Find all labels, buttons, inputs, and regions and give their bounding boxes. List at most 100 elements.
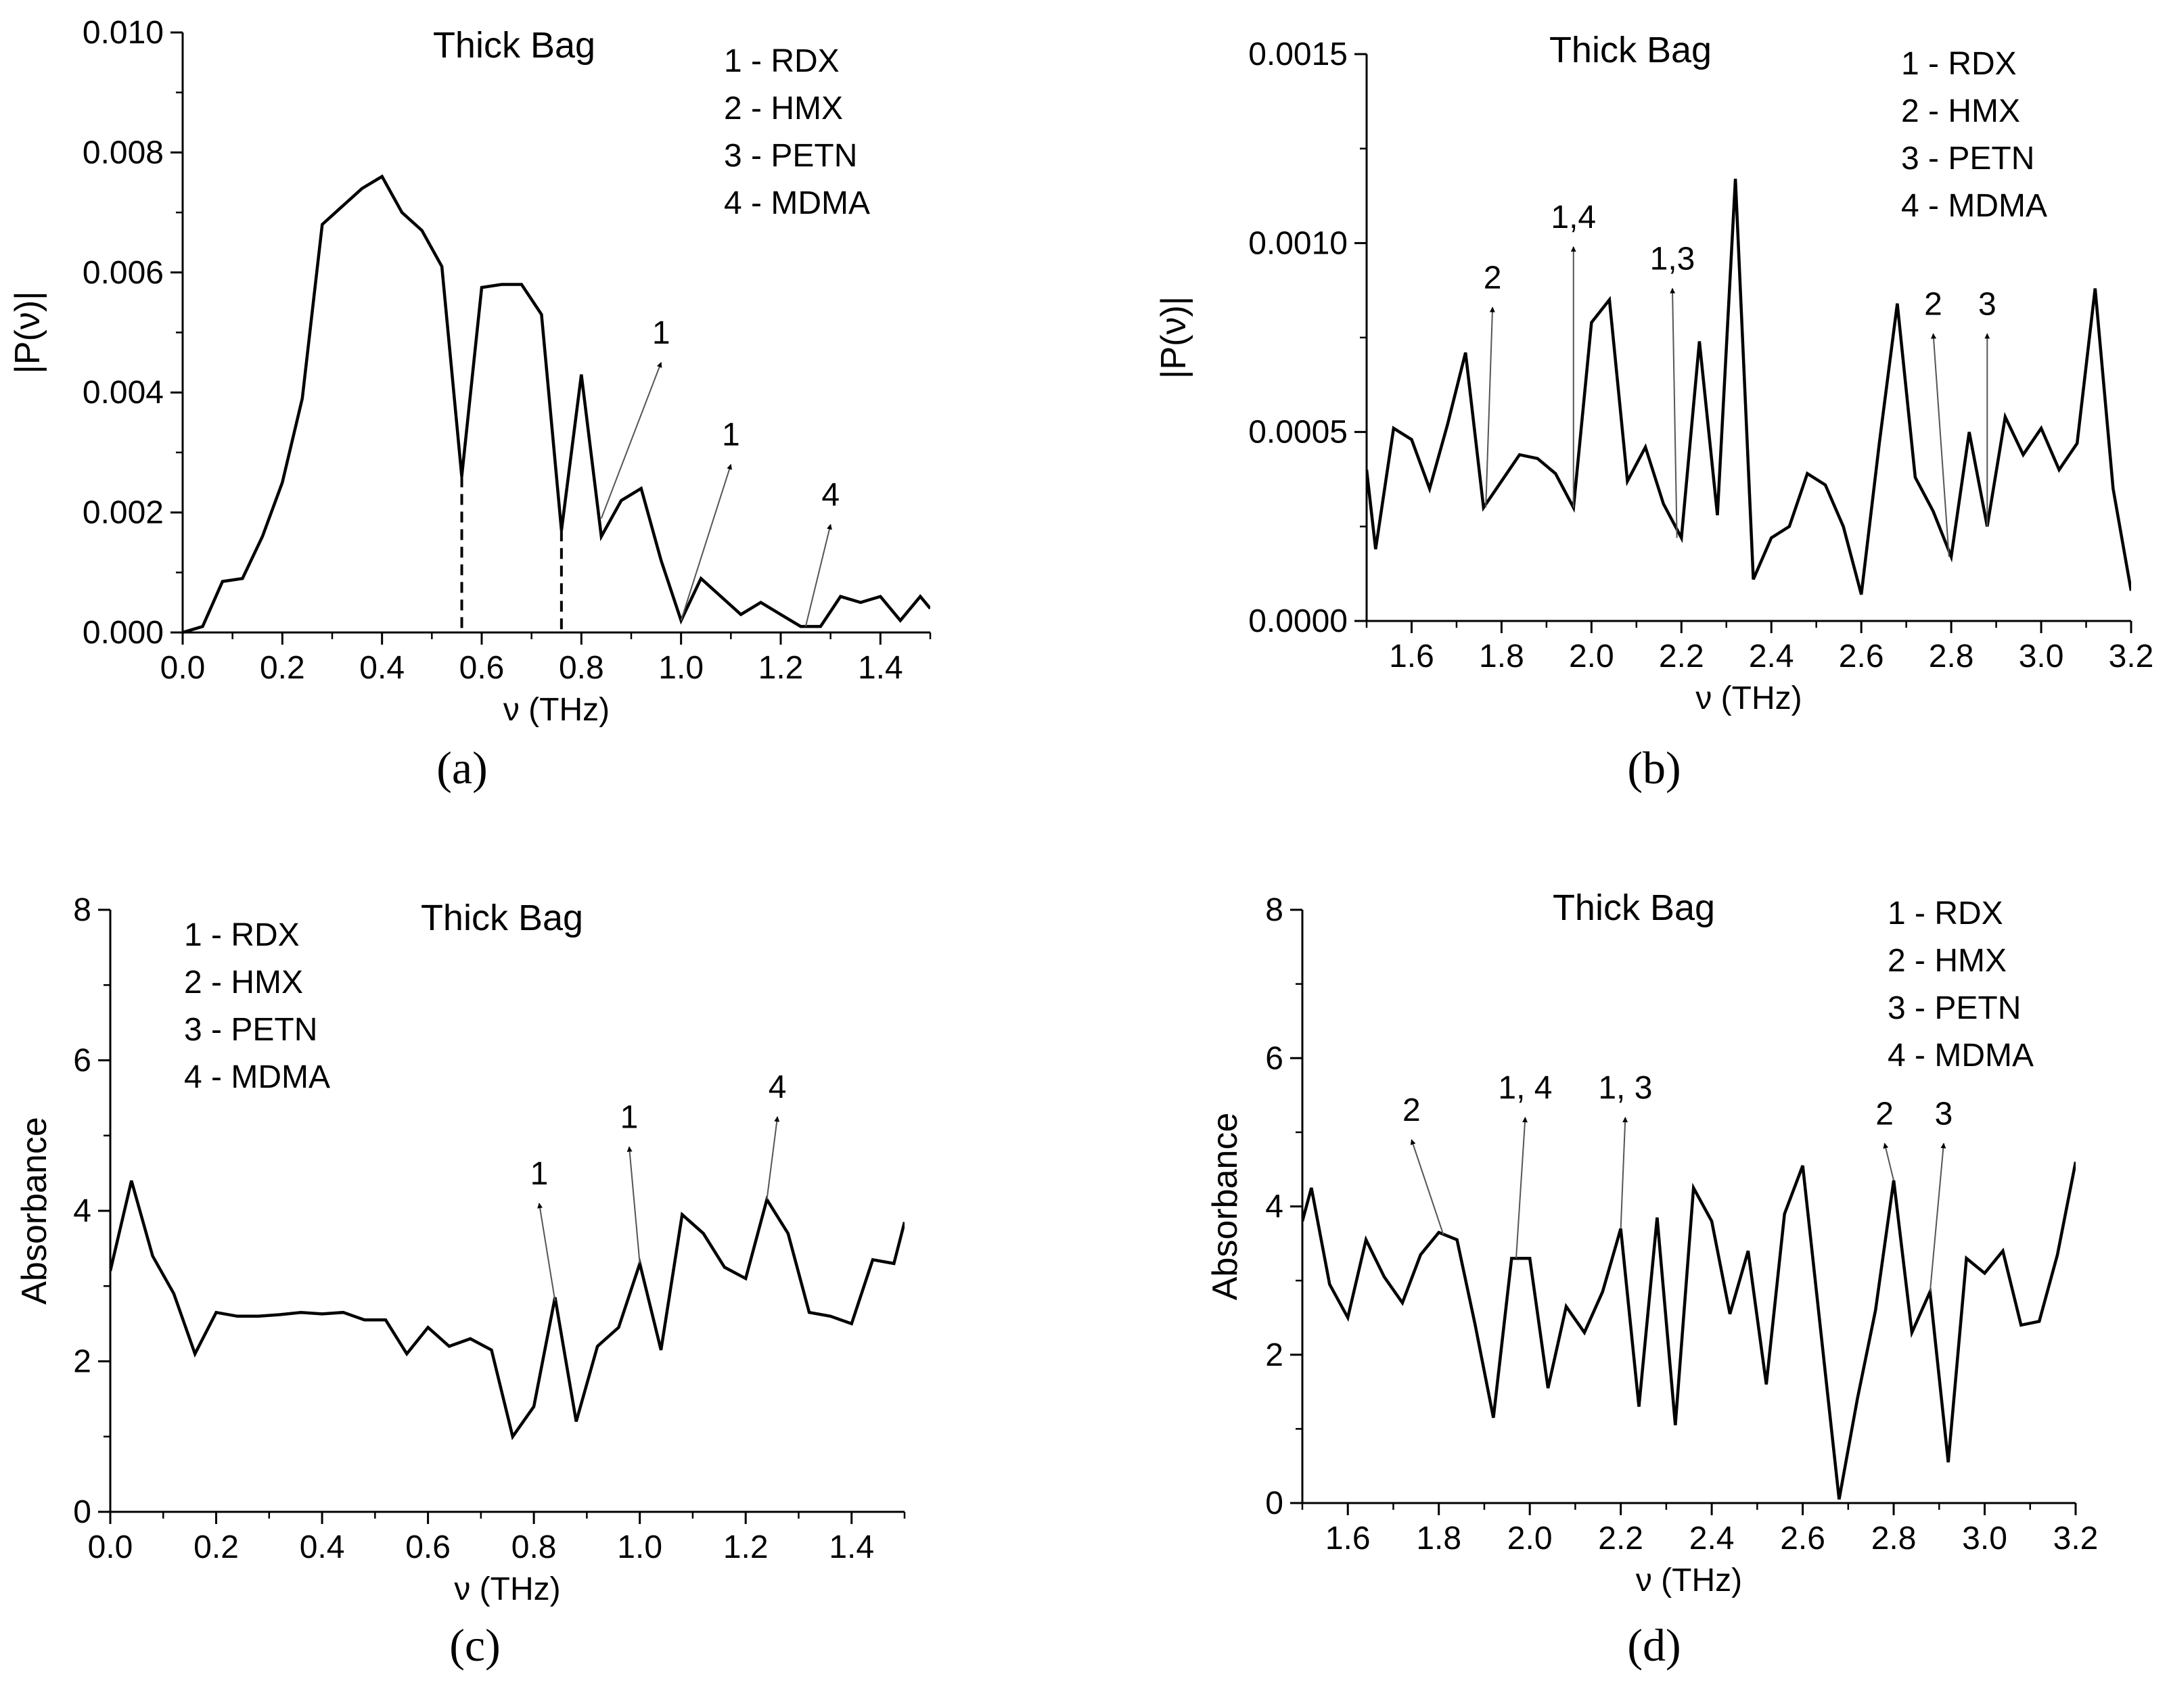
y-axis-label: Absorbance xyxy=(15,1117,54,1305)
x-axis-label: ν (THz) xyxy=(1695,680,1802,716)
annotation-arrow xyxy=(1485,306,1495,508)
x-tick-label: 0.4 xyxy=(359,650,405,686)
x-tick-label: 2.4 xyxy=(1689,1521,1735,1556)
legend-entry: 1 - RDX xyxy=(1901,46,2017,82)
y-tick-label: 4 xyxy=(73,1193,91,1229)
legend-entry: 3 - PETN xyxy=(724,138,857,174)
legend-entry: 1 - RDX xyxy=(724,43,840,79)
annotation-arrow xyxy=(766,1116,780,1200)
annotation-arrow xyxy=(626,1146,641,1264)
annotation-label: 2 xyxy=(1484,260,1502,296)
x-tick-label: 3.0 xyxy=(1962,1521,2007,1556)
x-tick-label: 1.6 xyxy=(1325,1521,1371,1556)
x-axis-label: ν (THz) xyxy=(503,692,610,728)
x-axis-label: ν (THz) xyxy=(454,1571,560,1607)
chart-title: Thick Bag xyxy=(1553,887,1715,928)
y-axis-label: Absorbance xyxy=(1206,1113,1245,1301)
y-tick-label: 2 xyxy=(1265,1337,1283,1373)
panel-caption: (d) xyxy=(1627,1619,1681,1671)
legend-entry: 2 - HMX xyxy=(1901,93,2020,129)
annotation-label: 2 xyxy=(1875,1096,1894,1132)
y-tick-label: 0.0005 xyxy=(1248,415,1348,451)
x-tick-label: 0.8 xyxy=(511,1529,557,1565)
legend-entry: 3 - PETN xyxy=(184,1012,317,1048)
legend-entry: 4 - MDMA xyxy=(184,1059,330,1095)
series-line xyxy=(1367,179,2131,595)
y-axis-label: |P(ν)| xyxy=(1154,296,1193,379)
annotation-arrow xyxy=(1929,1142,1946,1292)
x-tick-label: 2.0 xyxy=(1507,1521,1553,1556)
chart-panel-b: 0.0000 0.0005 0.0010 0.0015 1.6 1.8 2.0 2.2 2.4 2… xyxy=(1154,30,2153,793)
x-tick-label: 3.2 xyxy=(2109,639,2154,674)
x-tick-label: 2.8 xyxy=(1871,1521,1917,1556)
annotation-label: 3 xyxy=(1935,1096,1953,1132)
panel-caption: (a) xyxy=(436,742,487,793)
y-tick-label: 0.004 xyxy=(83,375,164,411)
y-tick-label: 0.008 xyxy=(83,135,164,170)
y-tick-label: 0.000 xyxy=(83,615,164,651)
annotation-arrow xyxy=(1410,1139,1444,1235)
annotation-label: 2 xyxy=(1924,286,1942,322)
annotation-label: 1, 4 xyxy=(1498,1070,1552,1106)
chart-panel-d: 0 2 4 6 8 1.6 1.8 2.0 2.2 2.4 2.6 2.8 3.0 3.2 ν (THz) A… xyxy=(1206,887,2098,1671)
x-tick-label: 1.8 xyxy=(1416,1521,1461,1556)
legend-entry: 4 - MDMA xyxy=(1901,188,2047,224)
y-tick-label: 0.010 xyxy=(83,15,164,51)
x-tick-label: 2.2 xyxy=(1659,639,1704,674)
annotation-label: 1,3 xyxy=(1650,241,1695,277)
x-tick-label: 1.0 xyxy=(617,1529,662,1565)
legend-entry: 2 - HMX xyxy=(724,91,843,126)
x-tick-label: 0.8 xyxy=(559,650,604,686)
legend-entry: 1 - RDX xyxy=(1888,896,2003,931)
annotation-label: 1 xyxy=(530,1156,549,1192)
chart-panel-c: 0 2 4 6 8 0.0 0.2 0.4 0.6 0.8 1.0 1.2 1.4 ν (THz) Abso… xyxy=(15,892,906,1671)
x-tick-label: 0.4 xyxy=(300,1529,345,1565)
y-tick-label: 4 xyxy=(1265,1189,1283,1225)
annotation-label: 1 xyxy=(620,1099,639,1135)
y-axis-label: |P(ν)| xyxy=(8,291,47,373)
legend-entry: 4 - MDMA xyxy=(724,185,870,221)
panel-caption: (c) xyxy=(449,1619,500,1671)
annotation-arrow xyxy=(1515,1117,1528,1259)
annotation-arrow xyxy=(1670,287,1678,538)
annotation-arrow xyxy=(1931,333,1950,557)
chart-title: Thick Bag xyxy=(433,25,595,66)
x-tick-label: 0.0 xyxy=(160,650,206,686)
x-tick-label: 1.2 xyxy=(723,1529,769,1565)
annotation-label: 1,4 xyxy=(1551,200,1596,235)
y-tick-label: 0.006 xyxy=(83,255,164,291)
annotation-label: 3 xyxy=(1978,286,1996,322)
legend-entry: 4 - MDMA xyxy=(1888,1038,2034,1074)
y-tick-label: 6 xyxy=(73,1043,91,1079)
x-tick-label: 2.4 xyxy=(1749,639,1794,674)
legend-entry: 3 - PETN xyxy=(1901,141,2034,177)
annotation-arrow xyxy=(804,524,832,627)
chart-panel-a: 0.000 0.002 0.004 0.006 0.008 0.010 0.0 0.2 0.4 0… xyxy=(8,15,932,793)
x-tick-label: 1.8 xyxy=(1479,639,1524,674)
x-tick-label: 1.4 xyxy=(858,650,903,686)
y-tick-label: 0.0015 xyxy=(1248,37,1348,72)
series-line xyxy=(110,1180,905,1441)
annotation-label: 4 xyxy=(769,1069,787,1105)
panel-caption: (b) xyxy=(1627,742,1681,793)
y-tick-label: 8 xyxy=(1265,892,1283,928)
x-tick-label: 1.6 xyxy=(1389,639,1434,674)
y-tick-label: 2 xyxy=(73,1344,91,1380)
y-tick-label: 0.0010 xyxy=(1248,225,1348,261)
legend-entry: 2 - HMX xyxy=(1888,943,2007,979)
chart-title: Thick Bag xyxy=(421,898,583,938)
x-axis-label: ν (THz) xyxy=(1636,1563,1742,1598)
y-tick-label: 0.0000 xyxy=(1248,603,1348,639)
x-tick-label: 1.2 xyxy=(758,650,804,686)
annotation-arrow xyxy=(600,362,662,519)
x-tick-label: 1.0 xyxy=(658,650,704,686)
y-tick-label: 0 xyxy=(73,1494,91,1530)
annotation-arrow xyxy=(680,463,732,621)
annotation-label: 1 xyxy=(722,417,740,453)
x-tick-label: 0.6 xyxy=(405,1529,451,1565)
x-tick-label: 0.2 xyxy=(260,650,305,686)
annotation-arrow xyxy=(1883,1142,1895,1181)
annotation-label: 4 xyxy=(821,477,840,513)
annotation-label: 1 xyxy=(652,315,670,351)
y-tick-label: 0 xyxy=(1265,1485,1283,1521)
